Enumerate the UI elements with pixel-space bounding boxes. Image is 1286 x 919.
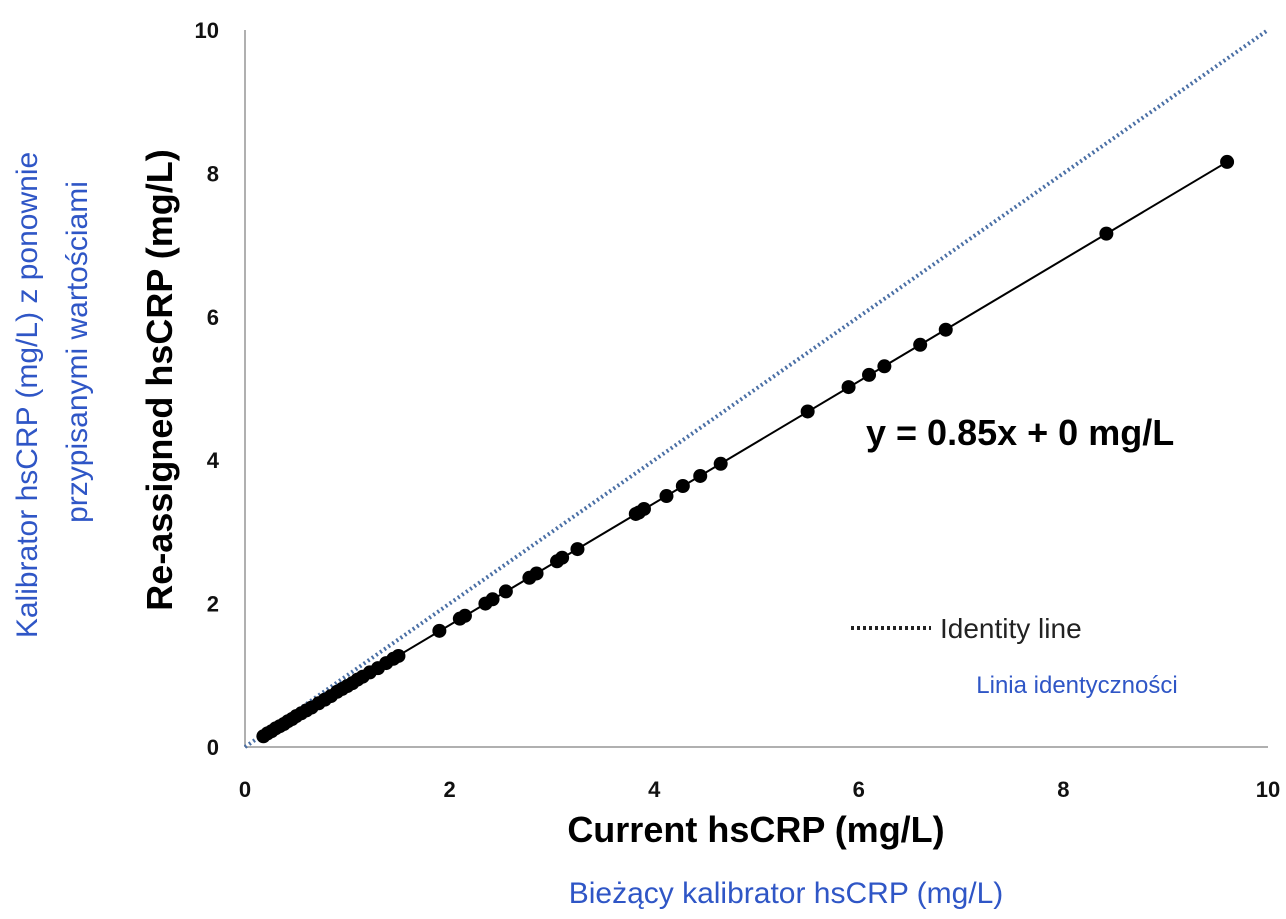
x-tick-label-1: 2 bbox=[443, 777, 455, 802]
data-point-50 bbox=[1099, 226, 1114, 241]
legend-identity-translation: Linia identyczności bbox=[976, 672, 1177, 699]
regression-line bbox=[262, 161, 1228, 737]
x-tick-label-0: 0 bbox=[239, 777, 251, 802]
data-point-35 bbox=[555, 550, 570, 565]
x-tick-label-5: 10 bbox=[1256, 777, 1280, 802]
data-point-44 bbox=[800, 404, 815, 419]
y-tick-label-3: 6 bbox=[207, 305, 219, 330]
data-points bbox=[256, 154, 1235, 744]
y-tick-label-5: 10 bbox=[195, 18, 219, 43]
y-tick-label-4: 8 bbox=[207, 161, 219, 186]
identity-line bbox=[243, 28, 1270, 749]
data-point-46 bbox=[862, 367, 877, 382]
y-axis-title: Re-assigned hsCRP (mg/L) bbox=[139, 149, 180, 610]
x-tick-label-4: 8 bbox=[1057, 777, 1069, 802]
y-tick-label-0: 0 bbox=[207, 735, 219, 760]
legend-identity-label: Identity line bbox=[940, 613, 1082, 644]
data-point-31 bbox=[498, 584, 513, 599]
data-point-41 bbox=[675, 479, 690, 494]
y-axis-title-translation-line2: przypisanymi wartościami bbox=[61, 181, 94, 523]
data-point-30 bbox=[485, 592, 500, 607]
data-point-33 bbox=[529, 566, 544, 581]
data-point-39 bbox=[636, 501, 651, 516]
y-tick-labels: 0 2 4 6 8 10 bbox=[195, 18, 220, 760]
x-axis-title: Current hsCRP (mg/L) bbox=[567, 809, 944, 850]
data-point-26 bbox=[432, 623, 447, 638]
x-tick-label-3: 6 bbox=[853, 777, 865, 802]
axes bbox=[244, 30, 1268, 748]
y-axis-title-translation-line1: Kalibrator hsCRP (mg/L) z ponownie bbox=[11, 152, 44, 638]
x-tick-labels: 0 2 4 6 8 10 bbox=[239, 777, 1280, 802]
y-tick-label-1: 2 bbox=[207, 592, 219, 617]
data-point-45 bbox=[841, 380, 856, 395]
data-point-49 bbox=[938, 322, 953, 337]
legend: Identity line Linia identyczności bbox=[851, 613, 1178, 699]
data-point-25 bbox=[391, 648, 406, 663]
data-point-47 bbox=[877, 359, 892, 374]
data-point-36 bbox=[570, 542, 585, 557]
data-point-28 bbox=[457, 608, 472, 623]
regression-equation: y = 0.85x + 0 mg/L bbox=[866, 412, 1174, 453]
data-point-40 bbox=[659, 489, 674, 504]
y-tick-label-2: 4 bbox=[207, 448, 220, 473]
x-axis-title-translation: Bieżący kalibrator hsCRP (mg/L) bbox=[569, 877, 1004, 910]
x-tick-label-2: 4 bbox=[648, 777, 661, 802]
data-point-43 bbox=[713, 456, 728, 471]
data-point-48 bbox=[913, 337, 928, 352]
data-point-42 bbox=[693, 468, 708, 483]
data-point-51 bbox=[1220, 154, 1235, 169]
